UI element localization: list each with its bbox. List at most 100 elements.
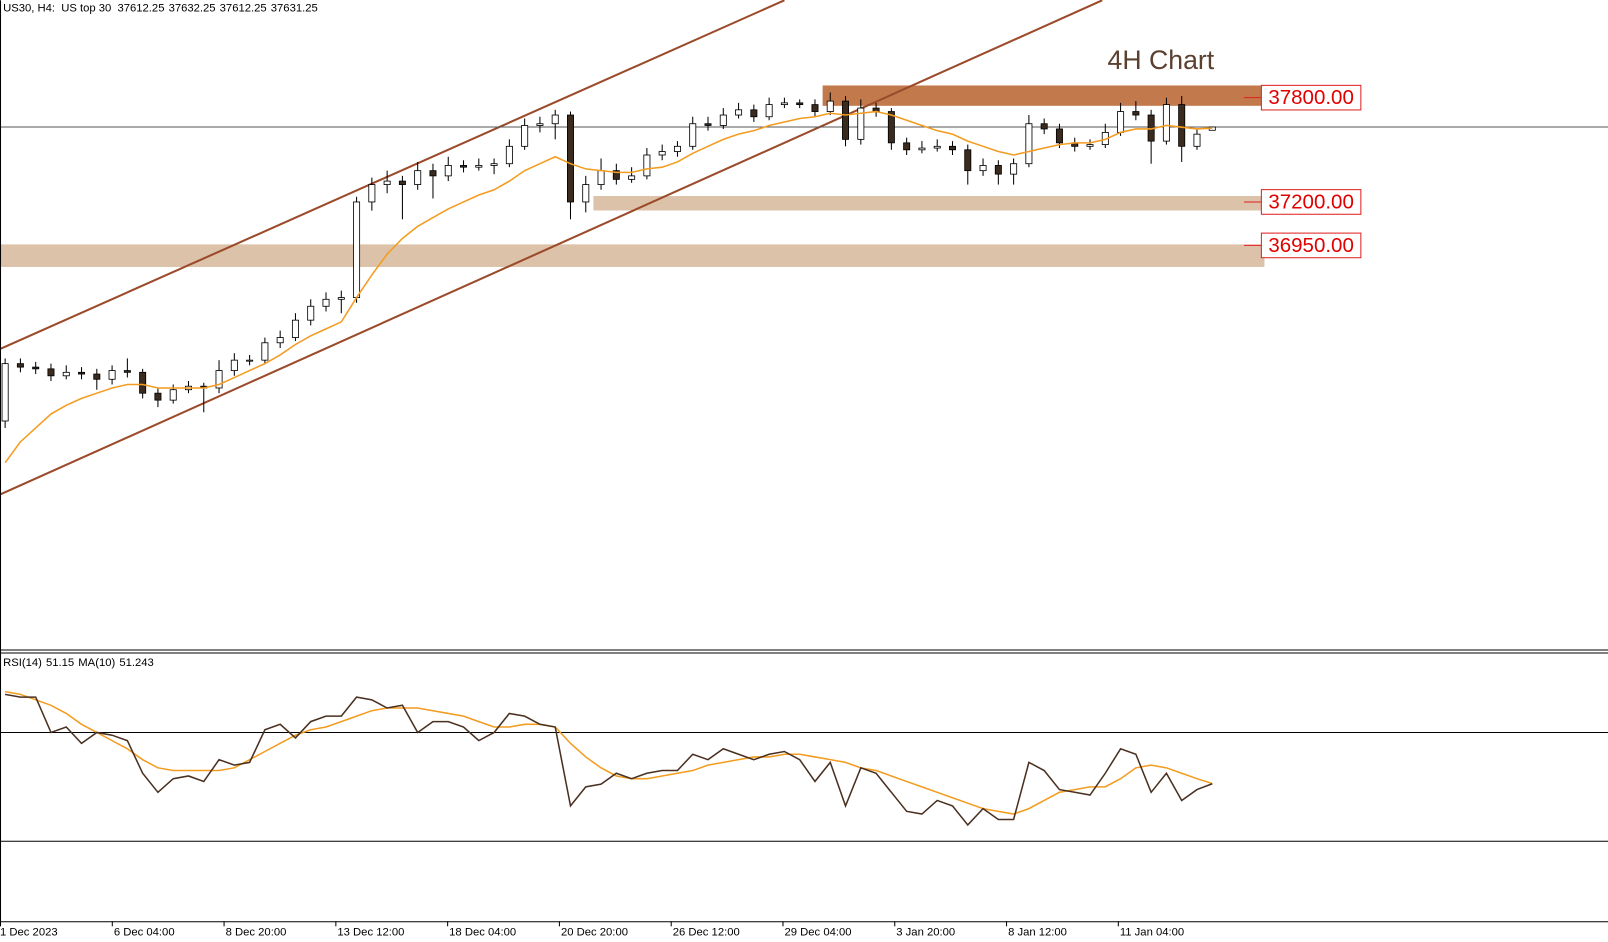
x-tick-label: 26 Dec 12:00 xyxy=(673,926,740,938)
candle-body xyxy=(979,165,987,172)
candle-body xyxy=(933,145,941,149)
candle-body xyxy=(123,370,131,373)
candle-body xyxy=(47,368,55,377)
moving-average xyxy=(4,110,1213,464)
candle-body xyxy=(536,123,544,126)
candle-body xyxy=(780,102,788,106)
candle-body xyxy=(551,114,559,125)
candle-body xyxy=(918,147,926,151)
level-label: 36950.00 xyxy=(1268,234,1354,257)
candle-body xyxy=(1132,111,1140,116)
candle-body xyxy=(1162,104,1170,142)
candle-body xyxy=(337,297,345,300)
candle-body xyxy=(16,363,24,368)
candle-body xyxy=(261,342,269,361)
rsi-panel xyxy=(0,690,1608,842)
candle-body xyxy=(628,175,636,180)
candle-body xyxy=(704,123,712,126)
candle-body xyxy=(842,100,850,140)
x-tick-label: 8 Jan 12:00 xyxy=(1008,926,1067,938)
candle-body xyxy=(796,102,804,106)
candle-body xyxy=(32,366,40,370)
candle-body xyxy=(108,370,116,380)
candle-body xyxy=(658,151,666,156)
candle-body xyxy=(612,170,620,180)
x-tick-label: 18 Dec 04:00 xyxy=(449,926,516,938)
candle-body xyxy=(490,163,498,166)
candle-body xyxy=(276,337,284,344)
candle-body xyxy=(673,145,681,152)
candle-body xyxy=(1,363,9,422)
candle-body xyxy=(567,114,574,203)
symbol-header: US30, H4: US top 30 37612.25 37632.25 37612.… xyxy=(3,2,318,14)
candle-body xyxy=(903,142,911,151)
candle-body xyxy=(1086,144,1094,147)
candle-body xyxy=(93,373,101,380)
candle-body xyxy=(826,100,834,112)
x-tick-label: 29 Dec 04:00 xyxy=(785,926,852,938)
candle-body xyxy=(1010,163,1018,175)
candle-body xyxy=(444,165,452,177)
candle-body xyxy=(78,371,86,375)
candle-body xyxy=(811,104,819,112)
candle-body xyxy=(215,370,223,389)
x-tick-label: 1 Dec 2023 xyxy=(0,926,58,938)
x-tick-label: 6 Dec 04:00 xyxy=(114,926,175,938)
channel-line xyxy=(0,0,785,350)
rsi-ma-label: MA(10) xyxy=(78,657,115,669)
candle-body xyxy=(735,109,743,116)
symbol: US30, H4: xyxy=(3,2,55,14)
low: 37612.25 xyxy=(220,2,267,14)
candle-body xyxy=(62,371,70,377)
rsi-header: RSI(14) 51.15 MA(10) 51.243 xyxy=(3,657,154,669)
candle-body xyxy=(398,180,406,185)
candle-body xyxy=(414,170,422,185)
level-label-box xyxy=(1260,232,1362,259)
x-tick-label: 3 Jan 20:00 xyxy=(896,926,955,938)
level-label: 37800.00 xyxy=(1268,86,1354,109)
level-label-box xyxy=(1260,189,1362,215)
zone xyxy=(593,196,1265,211)
close: 37631.25 xyxy=(271,2,318,14)
candle-body xyxy=(460,165,468,168)
candle-body xyxy=(353,201,361,298)
candle-body xyxy=(750,109,758,118)
level-label: 37200.00 xyxy=(1268,190,1354,213)
candle-body xyxy=(949,145,956,151)
candle-body xyxy=(887,111,895,144)
zone xyxy=(822,85,1265,106)
candle-body xyxy=(291,319,299,338)
x-tick-label: 13 Dec 12:00 xyxy=(337,926,404,938)
candle-body xyxy=(1178,104,1186,147)
candle-body xyxy=(368,184,376,203)
price-panel: 37800.00 37200.00 36950.00 xyxy=(0,0,1608,496)
candle-body xyxy=(475,165,483,168)
candle-body xyxy=(597,170,605,185)
candle-body xyxy=(521,125,529,147)
candle-body xyxy=(322,298,330,307)
candle-body xyxy=(307,305,315,321)
chart-title: 4H Chart xyxy=(1108,45,1215,75)
candle-body xyxy=(383,180,391,185)
candle-body xyxy=(689,123,697,147)
rsi-label: RSI(14) xyxy=(3,657,42,669)
x-tick-label: 20 Dec 20:00 xyxy=(561,926,628,938)
symbol-name: US top 30 xyxy=(61,2,111,14)
candle-body xyxy=(765,104,773,118)
candle-body xyxy=(1117,111,1125,133)
candle-body xyxy=(964,149,972,172)
candle-body xyxy=(169,389,177,401)
candle-body xyxy=(582,184,590,203)
candle-body xyxy=(719,114,727,126)
candle-body xyxy=(154,392,162,401)
open: 37612.25 xyxy=(117,2,164,14)
rsi-ma-line xyxy=(4,690,1213,815)
level-label-box xyxy=(1260,84,1362,111)
zone xyxy=(0,244,1265,267)
channel-line xyxy=(0,0,1103,496)
candle-body xyxy=(429,170,437,177)
rsi-ma-value: 51.243 xyxy=(119,657,153,669)
x-tick-label: 11 Jan 04:00 xyxy=(1120,926,1184,938)
